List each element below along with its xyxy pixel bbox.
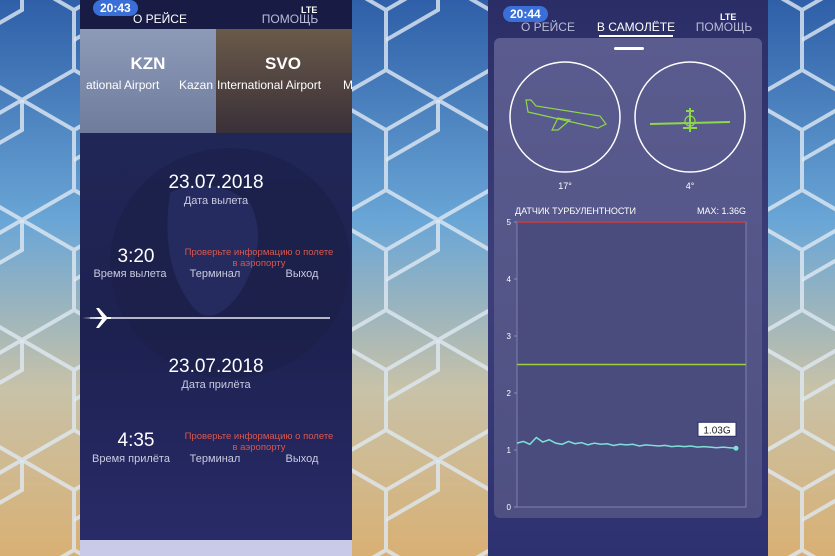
airport-name-fragment: M: [343, 78, 352, 92]
chart-title: ДАТЧИК ТУРБУЛЕНТНОСТИ: [515, 206, 637, 216]
tab[interactable]: О РЕЙСЕ: [133, 12, 187, 26]
airport-name: International Airport: [217, 78, 322, 92]
turbulence-line: [516, 436, 737, 450]
time-label: Время прилёта: [92, 453, 170, 465]
date-label: Дата прилёта: [181, 379, 251, 391]
roll-label: 4°: [685, 181, 695, 191]
airport-code: SVO: [265, 54, 301, 73]
gate-label: Выход: [285, 268, 319, 280]
airport-card[interactable]: [80, 29, 216, 133]
y-tick-label: 1: [507, 446, 512, 455]
y-tick-label: 4: [507, 275, 512, 284]
y-tick-label: 3: [507, 332, 512, 341]
network: LTE: [301, 5, 318, 15]
tab[interactable]: ПОМОЩЬ: [261, 12, 319, 26]
route-line: [82, 308, 330, 328]
gate-label: Выход: [285, 453, 319, 465]
tab[interactable]: О РЕЙСЕ: [521, 20, 575, 34]
terminal-label: Терминал: [189, 453, 241, 465]
value-label: 1.03G: [703, 425, 730, 436]
airport-name: ational Airport: [86, 78, 160, 92]
tab[interactable]: ПОМОЩЬ: [695, 20, 753, 34]
max-label: MAX: 1.36G: [696, 206, 746, 216]
airport-name-fragment: Kazan: [179, 78, 214, 92]
arrival-time: 4:35: [117, 430, 155, 451]
departure-time: 3:20: [117, 246, 155, 267]
instruments: 0 1 2 3 4 5 1.03G: [507, 61, 747, 512]
terminal-label: Терминал: [189, 268, 241, 280]
bottom-sheet[interactable]: [80, 540, 352, 556]
departure-date: 23.07.2018: [168, 172, 264, 193]
notice: Проверьте информацию о полете в аэропорт…: [184, 247, 334, 269]
time-label: Время вылета: [93, 268, 167, 280]
y-tick-label: 2: [507, 389, 512, 398]
flight-screen: 20:43 LTE О РЕЙСЕ ПОМОЩЬ KZN ational Air…: [80, 0, 352, 556]
y-tick-label: 5: [507, 218, 512, 227]
arrival-date: 23.07.2018: [168, 356, 264, 377]
status-time: 20:44: [503, 6, 548, 22]
value-badge: [697, 421, 737, 437]
network: LTE: [720, 12, 737, 22]
y-tick-label: 0: [507, 503, 512, 512]
airport-code: KZN: [130, 54, 166, 73]
world-map: [110, 148, 350, 378]
in-flight-screen: 20:44 LTE О РЕЙСЕ В САМОЛЁТЕ ПОМОЩЬ 0 1 2 3…: [488, 0, 768, 556]
tab[interactable]: В САМОЛЁТЕ: [596, 20, 676, 34]
date-label: Дата вылета: [183, 195, 249, 207]
handle[interactable]: [614, 47, 644, 50]
tab-indicator: [599, 35, 673, 37]
notice: Проверьте информацию о полете в аэропорт…: [184, 431, 334, 453]
status-time: 20:43: [93, 0, 138, 16]
airport-card[interactable]: [216, 29, 352, 133]
pitch-label: 17°: [558, 181, 572, 191]
last-point: [733, 445, 739, 451]
